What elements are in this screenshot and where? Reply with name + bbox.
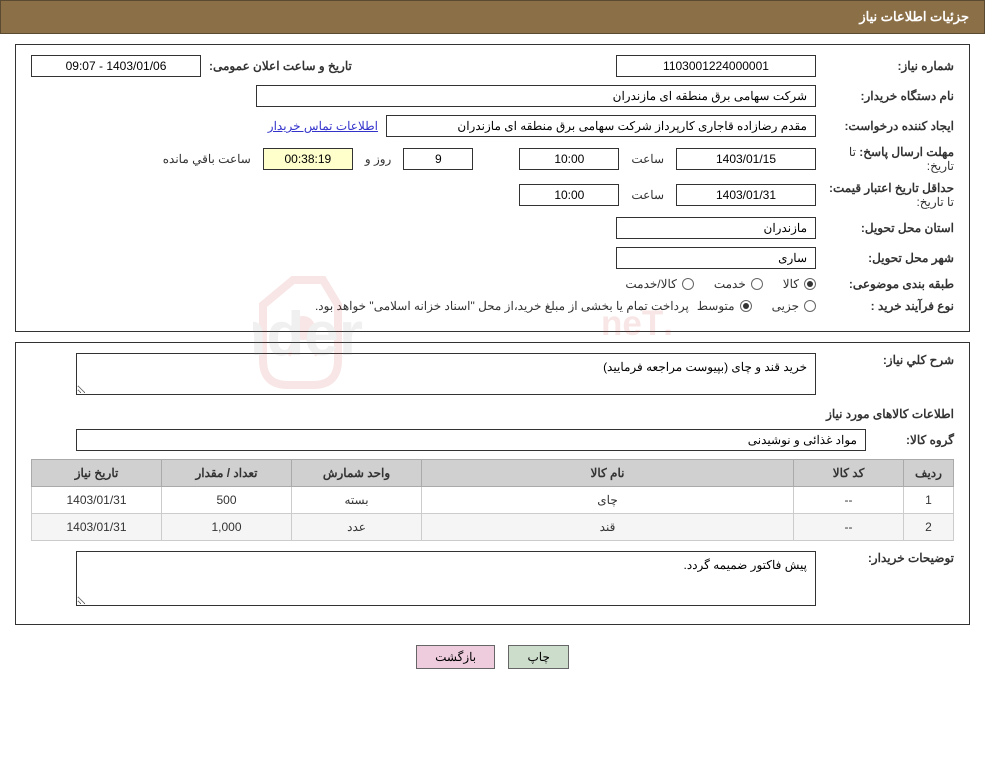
category-label: طبقه بندی موضوعی: — [824, 277, 954, 291]
requester-input[interactable] — [386, 115, 816, 137]
td-name: چای — [422, 487, 794, 514]
reply-time-input[interactable] — [519, 148, 619, 170]
buyer-notes-textarea[interactable] — [76, 551, 816, 606]
td-unit: عدد — [292, 514, 422, 541]
need-number-input[interactable] — [616, 55, 816, 77]
time-label-1: ساعت — [627, 152, 668, 166]
th-code: کد کالا — [794, 460, 904, 487]
radio-goods[interactable]: کالا — [783, 277, 816, 291]
reply-deadline-label: مهلت ارسال پاسخ: — [859, 145, 954, 159]
radio-service[interactable]: خدمت — [714, 277, 763, 291]
row-process: نوع فرآیند خرید : جزیی متوسط پرداخت تمام… — [31, 299, 954, 313]
td-code: -- — [794, 487, 904, 514]
until-label-2: تا تاریخ: — [916, 195, 954, 209]
buyer-contact-link[interactable]: اطلاعات تماس خریدار — [268, 119, 378, 133]
group-label: گروه کالا: — [874, 433, 954, 447]
td-qty: 1,000 — [162, 514, 292, 541]
row-buyer-notes: توضیحات خریدار: — [31, 551, 954, 606]
city-label: شهر محل تحویل: — [824, 251, 954, 265]
buyer-notes-label: توضیحات خریدار: — [824, 551, 954, 565]
radio-service-label: خدمت — [714, 277, 746, 291]
radio-goods-service-label: کالا/خدمت — [625, 277, 676, 291]
main-info-section: شماره نیاز: تاریخ و ساعت اعلان عمومی: نا… — [15, 44, 970, 332]
city-input[interactable] — [616, 247, 816, 269]
requester-label: ایجاد کننده درخواست: — [824, 119, 954, 133]
row-group: گروه کالا: — [31, 429, 954, 451]
radio-partial-icon — [804, 300, 816, 312]
header-title: جزئیات اطلاعات نیاز — [859, 9, 969, 24]
radio-partial-label: جزیی — [772, 299, 799, 313]
radio-service-icon — [751, 278, 763, 290]
province-label: استان محل تحویل: — [824, 221, 954, 235]
th-name: نام کالا — [422, 460, 794, 487]
desc-label: شرح کلي نیاز: — [824, 353, 954, 367]
countdown-input[interactable] — [263, 148, 353, 170]
td-code: -- — [794, 514, 904, 541]
process-label: نوع فرآیند خرید : — [824, 299, 954, 313]
page-container: AriaTender .neT جزئیات اطلاعات نیاز شمار… — [0, 0, 985, 684]
row-validity: حداقل تاریخ اعتبار قیمت: تا تاریخ: ساعت — [31, 181, 954, 209]
td-qty: 500 — [162, 487, 292, 514]
group-input[interactable] — [76, 429, 866, 451]
items-table: رديف کد کالا نام کالا واحد شمارش تعداد /… — [31, 459, 954, 541]
desc-textarea[interactable] — [76, 353, 816, 395]
th-unit: واحد شمارش — [292, 460, 422, 487]
row-category: طبقه بندی موضوعی: کالا خدمت کالا/خدمت — [31, 277, 954, 291]
category-radio-group: کالا خدمت کالا/خدمت — [625, 277, 816, 291]
time-label-2: ساعت — [627, 188, 668, 202]
validity-time-input[interactable] — [519, 184, 619, 206]
radio-goods-service-icon — [682, 278, 694, 290]
radio-medium-icon — [740, 300, 752, 312]
items-section-title: اطلاعات کالاهای مورد نیاز — [31, 407, 954, 421]
table-header-row: رديف کد کالا نام کالا واحد شمارش تعداد /… — [32, 460, 954, 487]
reply-date-input[interactable] — [676, 148, 816, 170]
announce-datetime-label: تاریخ و ساعت اعلان عمومی: — [209, 59, 352, 73]
need-number-label: شماره نیاز: — [824, 59, 954, 73]
row-buyer-org: نام دستگاه خریدار: — [31, 85, 954, 107]
td-name: قند — [422, 514, 794, 541]
radio-goods-label: کالا — [783, 277, 799, 291]
radio-goods-icon — [804, 278, 816, 290]
validity-date-input[interactable] — [676, 184, 816, 206]
table-row: 1--چایبسته5001403/01/31 — [32, 487, 954, 514]
radio-goods-service[interactable]: کالا/خدمت — [625, 277, 693, 291]
td-date: 1403/01/31 — [32, 487, 162, 514]
validity-label: حداقل تاریخ اعتبار قیمت: — [829, 181, 954, 195]
row-reply-deadline: مهلت ارسال پاسخ: تا تاریخ: ساعت روز و سا… — [31, 145, 954, 173]
header-title-bar: جزئیات اطلاعات نیاز — [0, 0, 985, 34]
row-desc: شرح کلي نیاز: — [31, 353, 954, 395]
th-qty: تعداد / مقدار — [162, 460, 292, 487]
row-requester: ایجاد کننده درخواست: اطلاعات تماس خریدار — [31, 115, 954, 137]
row-province: استان محل تحویل: — [31, 217, 954, 239]
remaining-label: ساعت باقي مانده — [159, 152, 255, 166]
buyer-org-label: نام دستگاه خریدار: — [824, 89, 954, 103]
td-unit: بسته — [292, 487, 422, 514]
td-row: 1 — [904, 487, 954, 514]
back-button[interactable]: بازگشت — [416, 645, 495, 669]
th-date: تاریخ نیاز — [32, 460, 162, 487]
radio-partial[interactable]: جزیی — [772, 299, 816, 313]
details-section: شرح کلي نیاز: اطلاعات کالاهای مورد نیاز … — [15, 342, 970, 625]
province-input[interactable] — [616, 217, 816, 239]
process-radio-group: جزیی متوسط — [697, 299, 816, 313]
radio-medium-label: متوسط — [697, 299, 735, 313]
row-need-number: شماره نیاز: تاریخ و ساعت اعلان عمومی: — [31, 55, 954, 77]
td-date: 1403/01/31 — [32, 514, 162, 541]
radio-medium[interactable]: متوسط — [697, 299, 752, 313]
announce-datetime-input[interactable] — [31, 55, 201, 77]
button-row: چاپ بازگشت — [0, 635, 985, 684]
process-note: پرداخت تمام یا بخشی از مبلغ خرید،از محل … — [31, 299, 689, 313]
buyer-org-input[interactable] — [256, 85, 816, 107]
days-remaining-input[interactable] — [403, 148, 473, 170]
days-and-label: روز و — [361, 152, 396, 166]
table-row: 2--قندعدد1,0001403/01/31 — [32, 514, 954, 541]
print-button[interactable]: چاپ — [508, 645, 568, 669]
td-row: 2 — [904, 514, 954, 541]
row-city: شهر محل تحویل: — [31, 247, 954, 269]
th-row: رديف — [904, 460, 954, 487]
